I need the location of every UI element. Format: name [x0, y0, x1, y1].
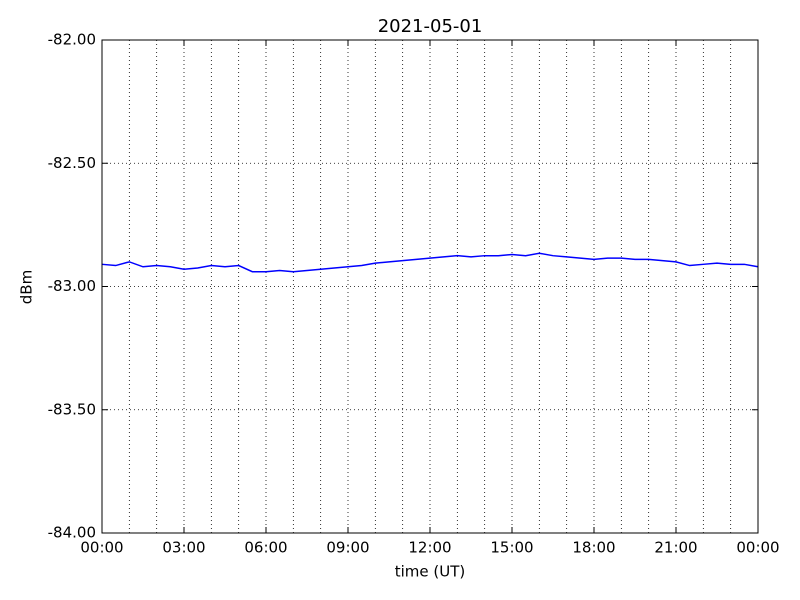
- x-tick-label: 09:00: [326, 539, 369, 557]
- y-tick-label: -82.00: [48, 31, 96, 49]
- chart-title: 2021-05-01: [378, 16, 483, 37]
- y-tick-label: -83.00: [48, 277, 96, 295]
- x-tick-label: 18:00: [572, 539, 615, 557]
- y-tick-label: -84.00: [48, 524, 96, 542]
- y-axis-label: dBm: [18, 270, 36, 304]
- plot-frame: [101, 39, 759, 534]
- x-tick-label: 21:00: [654, 539, 697, 557]
- x-tick-label: 03:00: [162, 539, 205, 557]
- x-tick-label: 12:00: [408, 539, 451, 557]
- x-axis-label: time (UT): [395, 563, 466, 581]
- x-tick-label: 00:00: [736, 539, 779, 557]
- y-tick-label: -82.50: [48, 154, 96, 172]
- x-tick-label: 06:00: [244, 539, 287, 557]
- x-tick-label: 15:00: [490, 539, 533, 557]
- x-tick-label: 00:00: [80, 539, 123, 557]
- y-tick-label: -83.50: [48, 400, 96, 418]
- line-series: [101, 252, 759, 273]
